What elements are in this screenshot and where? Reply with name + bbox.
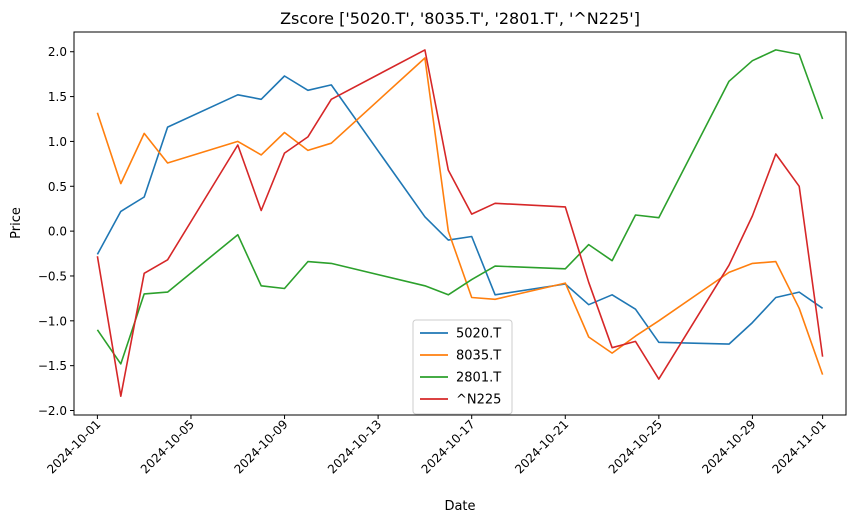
y-tick-label: 1.5 bbox=[48, 90, 67, 104]
y-axis: −2.0 −1.5 −1.0 −0.5 0.0 0.5 1.0 1.5 2.0 bbox=[38, 45, 74, 418]
legend-box bbox=[412, 319, 513, 415]
legend-label-1: 8035.T bbox=[456, 349, 501, 364]
series-line-1 bbox=[96, 57, 824, 375]
legend-label-2: 2801.T bbox=[456, 371, 501, 386]
y-tick-label: 2.0 bbox=[48, 45, 67, 59]
y-tick-label: 1.0 bbox=[48, 135, 67, 149]
y-tick-label: −1.0 bbox=[38, 314, 67, 328]
series-line-0 bbox=[96, 75, 824, 345]
chart-title: Zscore ['5020.T', '8035.T', '2801.T', '^… bbox=[280, 9, 640, 28]
legend-label-0: 5020.T bbox=[456, 327, 501, 342]
y-tick-label: −2.0 bbox=[38, 404, 67, 418]
axes-frame bbox=[73, 31, 847, 416]
y-tick-label: −0.5 bbox=[38, 269, 67, 283]
series-lines bbox=[96, 49, 824, 398]
plot-area bbox=[73, 31, 847, 416]
legend-label-3: ^N225 bbox=[456, 393, 501, 408]
y-tick-label: 0.5 bbox=[48, 180, 67, 194]
y-tick-label: 0.0 bbox=[48, 225, 67, 239]
legend: 5020.T 8035.T 2801.T ^N225 bbox=[412, 319, 513, 415]
series-line-3 bbox=[96, 49, 824, 398]
series-line-2 bbox=[96, 49, 824, 365]
x-axis-label: Date bbox=[444, 499, 475, 514]
y-axis-label: Price bbox=[9, 207, 24, 239]
y-tick-label: −1.5 bbox=[38, 359, 67, 373]
